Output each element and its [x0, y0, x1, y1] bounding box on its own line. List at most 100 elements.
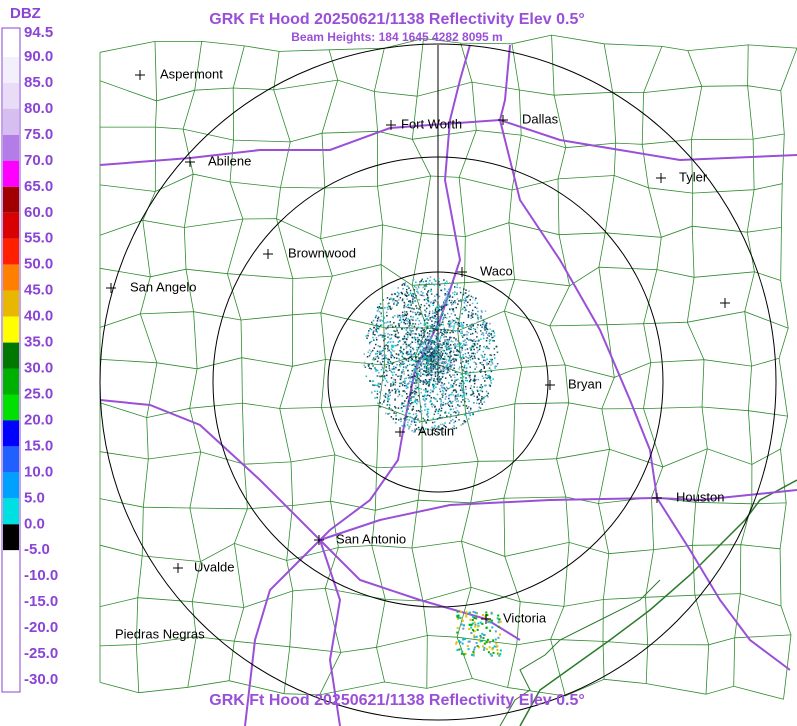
echo — [442, 404, 445, 406]
echo — [433, 432, 435, 435]
echo — [454, 314, 456, 316]
echo — [379, 391, 381, 393]
echo — [493, 348, 496, 350]
echo — [431, 340, 433, 342]
echo — [474, 611, 477, 614]
echo — [405, 314, 408, 317]
echo — [422, 373, 424, 375]
echo — [427, 394, 429, 396]
echo — [394, 392, 397, 394]
echo — [416, 402, 418, 405]
echo — [411, 417, 413, 419]
echo — [468, 410, 470, 413]
legend-label: -10.0 — [24, 567, 58, 584]
echo — [461, 347, 464, 349]
echo — [485, 626, 488, 629]
echo — [386, 297, 389, 299]
echo — [480, 338, 482, 340]
echo — [436, 357, 439, 360]
echo — [443, 372, 445, 375]
echo — [387, 333, 389, 335]
echo — [465, 611, 468, 614]
echo — [401, 361, 404, 363]
echo — [429, 330, 431, 332]
echo — [497, 614, 500, 617]
echo — [376, 393, 379, 395]
echo — [430, 378, 433, 380]
echo — [416, 367, 418, 370]
echo — [415, 349, 418, 351]
echo — [430, 293, 433, 295]
city-label: Tyler — [679, 169, 708, 184]
echo — [394, 333, 397, 336]
echo — [426, 374, 428, 377]
echo — [430, 366, 432, 368]
echo — [443, 336, 445, 338]
echo — [410, 423, 412, 426]
echo — [387, 327, 389, 329]
echo — [411, 327, 413, 330]
echo — [444, 282, 446, 284]
echo — [493, 340, 495, 342]
echo — [460, 362, 462, 364]
echo — [436, 362, 438, 364]
echo — [424, 364, 426, 366]
echo — [450, 376, 452, 378]
echo — [378, 375, 381, 377]
subtitle: Beam Heights: 184 1645 4282 8095 m — [291, 30, 502, 44]
echo — [457, 617, 459, 620]
echo — [398, 319, 401, 321]
echo — [425, 395, 428, 397]
echo — [441, 423, 444, 425]
echo — [486, 345, 488, 348]
echo — [415, 388, 417, 390]
echo — [438, 345, 440, 347]
echo — [456, 354, 458, 356]
echo — [387, 395, 390, 398]
echo — [407, 369, 409, 372]
echo — [485, 374, 487, 376]
echo — [439, 323, 441, 325]
echo — [471, 339, 473, 342]
echo — [419, 345, 421, 347]
echo — [446, 290, 449, 293]
echo — [395, 373, 397, 376]
echo — [373, 330, 375, 332]
echo — [422, 343, 424, 345]
echo — [406, 353, 408, 356]
echo — [433, 317, 435, 319]
echo — [406, 386, 409, 389]
echo — [434, 315, 436, 317]
echo — [435, 357, 437, 359]
echo — [417, 341, 419, 343]
echo — [395, 415, 397, 417]
echo — [454, 399, 456, 401]
echo — [397, 302, 399, 304]
echo — [481, 311, 483, 313]
echo — [425, 311, 427, 313]
echo — [425, 298, 428, 300]
city-label: Abilene — [208, 153, 251, 168]
echo — [447, 341, 450, 343]
echo — [466, 371, 468, 373]
echo — [439, 354, 442, 357]
echo — [407, 374, 410, 376]
echo — [423, 354, 425, 356]
echo — [460, 373, 462, 376]
echo — [409, 310, 412, 313]
echo — [473, 646, 476, 649]
echo — [394, 405, 396, 408]
echo — [399, 316, 402, 319]
legend-label: 60.0 — [24, 204, 53, 221]
echo — [401, 372, 403, 374]
echo — [401, 402, 403, 404]
echo — [487, 376, 490, 379]
echo — [452, 358, 454, 361]
echo — [440, 351, 442, 353]
echo — [403, 421, 406, 423]
echo — [426, 277, 429, 280]
echo — [412, 380, 414, 382]
echo — [391, 385, 393, 387]
echo — [483, 367, 486, 369]
echo — [427, 290, 430, 292]
